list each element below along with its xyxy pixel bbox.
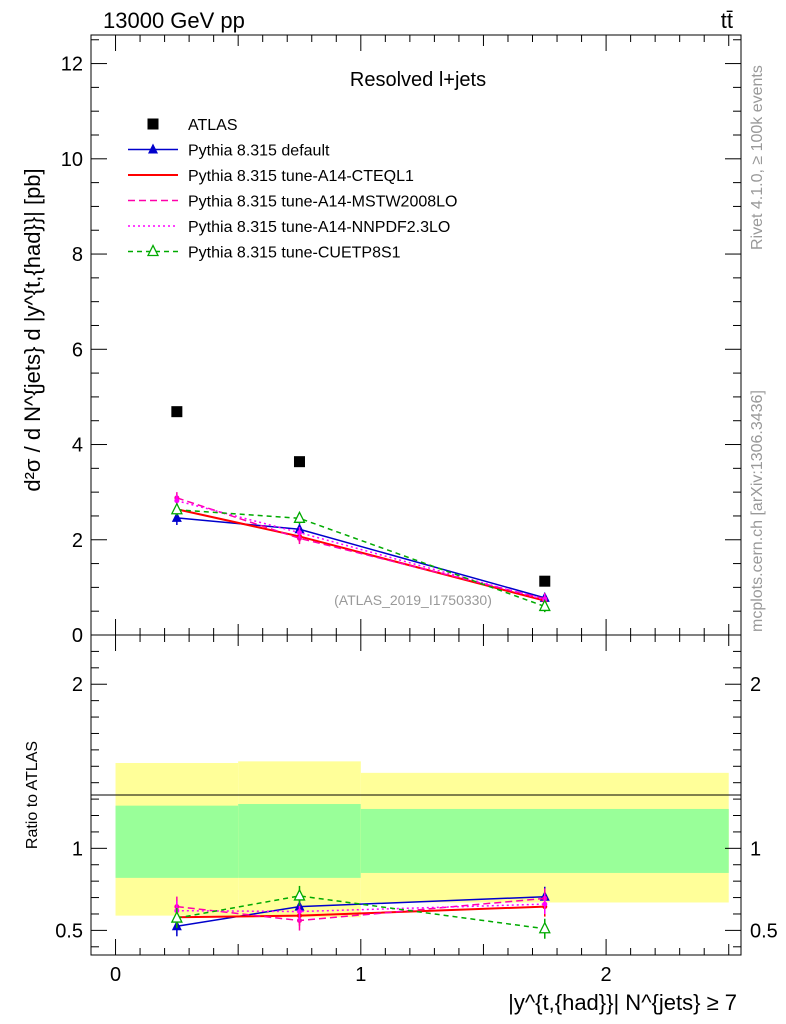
legend-label: Pythia 8.315 tune-A14-MSTW2008LO bbox=[188, 194, 457, 211]
legend-label: Pythia 8.315 tune-A14-CTEQL1 bbox=[188, 168, 414, 185]
ratio-y-tick-label-right: 0.5 bbox=[750, 920, 778, 942]
main-y-tick-label: 10 bbox=[61, 149, 83, 171]
main-y-tick-label: 4 bbox=[72, 435, 83, 457]
ratio-plot-panel: 0.5 0.5 1 1 2 2 0 1 2 Ratio to ATLAS |y^{t,{had}… bbox=[24, 634, 778, 1015]
legend-label: Pythia 8.315 tune-A14-NNPDF2.3LO bbox=[188, 219, 450, 236]
main-y-axis-label: d²σ / d N^{jets} d |y^{t,{had}}| [pb] bbox=[20, 168, 45, 491]
data-point bbox=[174, 498, 180, 504]
ratio-point bbox=[170, 910, 183, 923]
main-y-tick-label: 8 bbox=[72, 244, 83, 266]
ratio-y-axis-label: Ratio to ATLAS bbox=[24, 741, 41, 849]
legend-marker bbox=[148, 143, 158, 154]
ratio-point bbox=[538, 921, 551, 934]
ratio-series-line bbox=[176, 895, 545, 930]
main-y-tick-label: 6 bbox=[72, 339, 83, 361]
legend-marker bbox=[147, 118, 159, 130]
ratio-y-tick-label-right: 2 bbox=[750, 674, 761, 696]
data-point bbox=[296, 530, 302, 536]
x-tick-label: 0 bbox=[110, 964, 121, 986]
legend-label: Pythia 8.315 default bbox=[188, 143, 330, 160]
data-point bbox=[171, 511, 182, 522]
main-series-layer bbox=[170, 406, 551, 613]
x-axis-label: |y^{t,{had}}| N^{jets} ≥ 7 bbox=[508, 990, 737, 1015]
main-axis-ticks: 0 2 4 6 8 10 12 bbox=[61, 35, 741, 647]
series-line bbox=[176, 509, 546, 608]
ratio-y-tick-label: 0.5 bbox=[55, 920, 83, 942]
ratio-y-tick-label-right: 1 bbox=[750, 838, 761, 860]
beam-label: 13000 GeV pp bbox=[103, 8, 245, 33]
ratio-point bbox=[542, 901, 548, 907]
ratio-series-line bbox=[176, 903, 545, 913]
series-line bbox=[176, 497, 545, 600]
ratio-point bbox=[296, 909, 302, 915]
main-y-tick-label: 2 bbox=[72, 530, 83, 552]
x-tick-label: 1 bbox=[355, 964, 366, 986]
ratio-frame bbox=[90, 634, 742, 956]
atlas-data-point bbox=[539, 575, 551, 587]
ratio-band-inner bbox=[115, 805, 239, 878]
main-y-tick-label: 12 bbox=[61, 54, 83, 76]
main-y-tick-label: 0 bbox=[72, 625, 83, 647]
legend-marker bbox=[146, 244, 160, 257]
ratio-y-tick-label: 1 bbox=[72, 838, 83, 860]
mcplots-label: mcplots.cern.ch [arXiv:1306.3436] bbox=[749, 390, 766, 632]
main-plot-panel: 0 2 4 6 8 10 12 Resolved l+jets (ATLAS_2019_I1… bbox=[20, 34, 742, 647]
ratio-point bbox=[293, 888, 306, 901]
ratio-y-tick-label: 2 bbox=[72, 674, 83, 696]
ratio-band-inner bbox=[360, 808, 729, 873]
legend-label: ATLAS bbox=[188, 117, 238, 134]
ratio-axis-ticks: 0.5 0.5 1 1 2 2 0 1 2 bbox=[55, 634, 778, 986]
analysis-label: (ATLAS_2019_I1750330) bbox=[334, 592, 492, 608]
chart-title: Resolved l+jets bbox=[350, 69, 486, 91]
legend: ATLAS Pythia 8.315 default Pythia 8.315 tu… bbox=[128, 117, 457, 262]
rivet-label: Rivet 4.1.0, ≥ 100k events bbox=[749, 65, 766, 250]
ratio-series-layer bbox=[170, 885, 551, 939]
process-label: tt̄ bbox=[721, 8, 733, 33]
ratio-band-inner bbox=[238, 804, 361, 878]
legend-label: Pythia 8.315 tune-CUETP8S1 bbox=[188, 245, 401, 262]
data-point bbox=[293, 510, 306, 523]
data-point bbox=[170, 502, 183, 515]
atlas-data-point bbox=[293, 456, 305, 468]
x-tick-label: 2 bbox=[601, 964, 612, 986]
ratio-uncertainty-bands bbox=[115, 761, 729, 918]
atlas-data-point bbox=[171, 406, 183, 418]
data-point bbox=[538, 598, 551, 612]
